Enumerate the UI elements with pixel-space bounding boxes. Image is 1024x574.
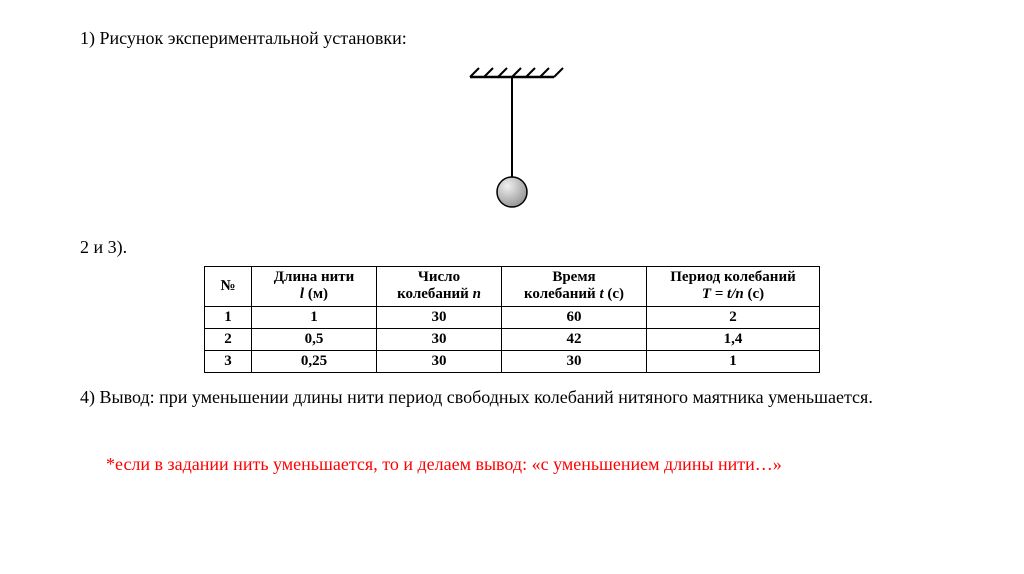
footnote-text: *если в задании нить уменьшается, то и д… [80,454,944,475]
heading-23: 2 и 3). [80,237,944,258]
data-table: № Длина нити l (м) Число колебаний n Вре… [204,266,820,373]
table-cell: 3 [205,351,252,373]
table-cell: 30 [377,351,502,373]
document-page: 1) Рисунок экспериментальной установки: … [0,0,1024,574]
col-header-period-formula: T = t/n [702,286,744,302]
table-cell: 1,4 [647,328,820,350]
col-header-length: Длина нити l (м) [252,267,377,307]
table-cell: 30 [377,306,502,328]
col-header-period: Период колебаний T = t/n (с) [647,267,820,307]
table-header-row: № Длина нити l (м) Число колебаний n Вре… [205,267,820,307]
table-cell: 42 [502,328,647,350]
col-header-time-l1: Время [552,269,595,285]
table-cell: 0,5 [252,328,377,350]
table-cell: 0,25 [252,351,377,373]
table-cell: 1 [252,306,377,328]
table-row: 30,2530301 [205,351,820,373]
pendulum-figure [80,61,944,221]
col-header-time: Время колебаний t (с) [502,267,647,307]
col-header-length-unit: (м) [304,286,328,302]
col-header-period-l1: Период колебаний [670,269,795,285]
col-header-number: № [205,267,252,307]
table-cell: 1 [205,306,252,328]
table-row: 20,530421,4 [205,328,820,350]
col-header-count-l1: Число [418,269,460,285]
data-table-container: № Длина нити l (м) Число колебаний n Вре… [80,266,944,373]
col-header-count-prefix: колебаний [397,286,473,302]
table-cell: 2 [205,328,252,350]
heading-setup: 1) Рисунок экспериментальной установки: [80,28,944,49]
pendulum-icon [442,61,582,221]
table-cell: 30 [377,328,502,350]
table-cell: 1 [647,351,820,373]
table-body: 113060220,530421,430,2530301 [205,306,820,373]
table-cell: 30 [502,351,647,373]
col-header-count-var: n [473,286,481,302]
col-header-period-unit: (с) [744,286,764,302]
table-cell: 60 [502,306,647,328]
col-header-time-prefix: колебаний [524,286,600,302]
col-header-count: Число колебаний n [377,267,502,307]
col-header-length-l1: Длина нити [274,269,355,285]
conclusion-text: 4) Вывод: при уменьшении длины нити пери… [80,387,944,408]
table-row: 1130602 [205,306,820,328]
table-cell: 2 [647,306,820,328]
col-header-time-unit: (с) [604,286,624,302]
